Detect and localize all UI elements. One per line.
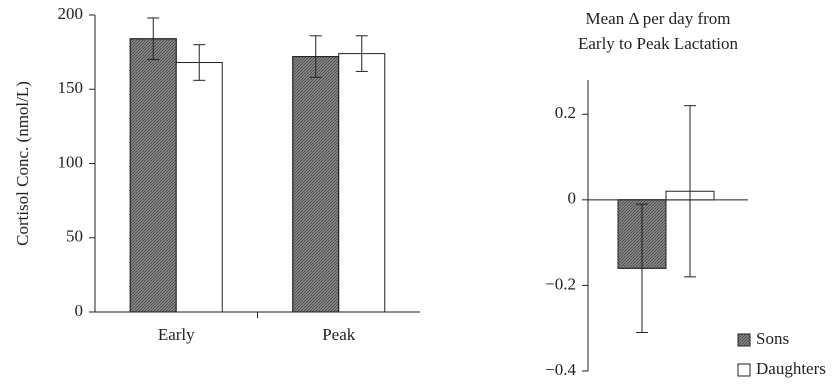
x-tick-label: Early (158, 325, 195, 344)
y-tick-label: 50 (66, 227, 83, 246)
bar-hatch (292, 56, 340, 313)
y-tick-label: 0 (75, 301, 84, 320)
y-tick-label: 100 (58, 152, 84, 171)
y-tick-label: −0.4 (545, 360, 576, 379)
bar (175, 62, 223, 313)
bar (338, 53, 386, 313)
legend-hatch (737, 333, 751, 347)
y-tick-label: 0.2 (555, 103, 576, 122)
legend-label: Sons (756, 329, 789, 348)
y-tick-label: −0.2 (545, 274, 576, 293)
y-axis-label: Cortisol Conc. (nmol/L) (13, 81, 32, 246)
legend-swatch (737, 363, 751, 377)
chart-title: Mean Δ per day from (586, 9, 731, 28)
chart-title: Early to Peak Lactation (578, 34, 739, 53)
bar-hatch (129, 38, 177, 313)
y-tick-label: 0 (568, 189, 577, 208)
y-tick-label: 200 (58, 4, 84, 23)
y-tick-label: 150 (58, 78, 84, 97)
x-tick-label: Peak (322, 325, 356, 344)
legend-label: Daughters (756, 359, 826, 378)
